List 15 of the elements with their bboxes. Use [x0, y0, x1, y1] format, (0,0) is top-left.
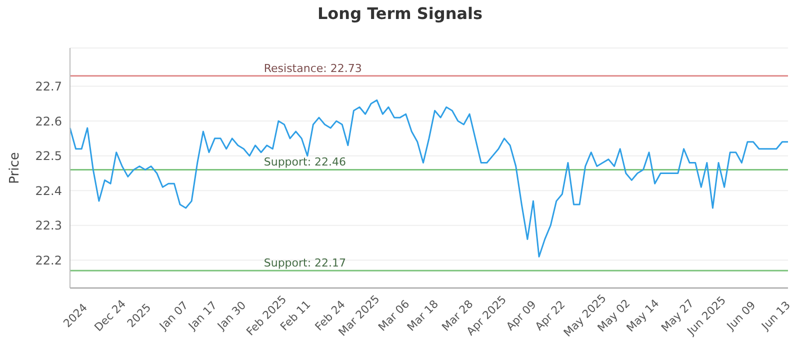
- ref-line-label: Resistance: 22.73: [264, 62, 362, 75]
- y-tick-label: 22.5: [35, 149, 62, 164]
- chart-title: Long Term Signals: [316, 4, 484, 23]
- x-tick-label: Jun 13: [758, 298, 793, 334]
- y-tick-label: 22.2: [35, 253, 62, 268]
- ref-line-label: Support: 22.17: [264, 256, 346, 270]
- y-tick-label: 22.7: [35, 80, 62, 94]
- x-tick-label: Dec 24: [92, 297, 128, 334]
- y-tick-label: 22.4: [35, 184, 62, 198]
- x-tick-label: Jun 09: [724, 298, 758, 334]
- y-axis-title: Price: [8, 152, 23, 184]
- line-series: [69, 99, 789, 258]
- ref-line-label: Support: 22.46: [264, 156, 346, 169]
- y-tick-label: 22.6: [35, 114, 62, 128]
- y-tick-label: 22.3: [35, 218, 62, 233]
